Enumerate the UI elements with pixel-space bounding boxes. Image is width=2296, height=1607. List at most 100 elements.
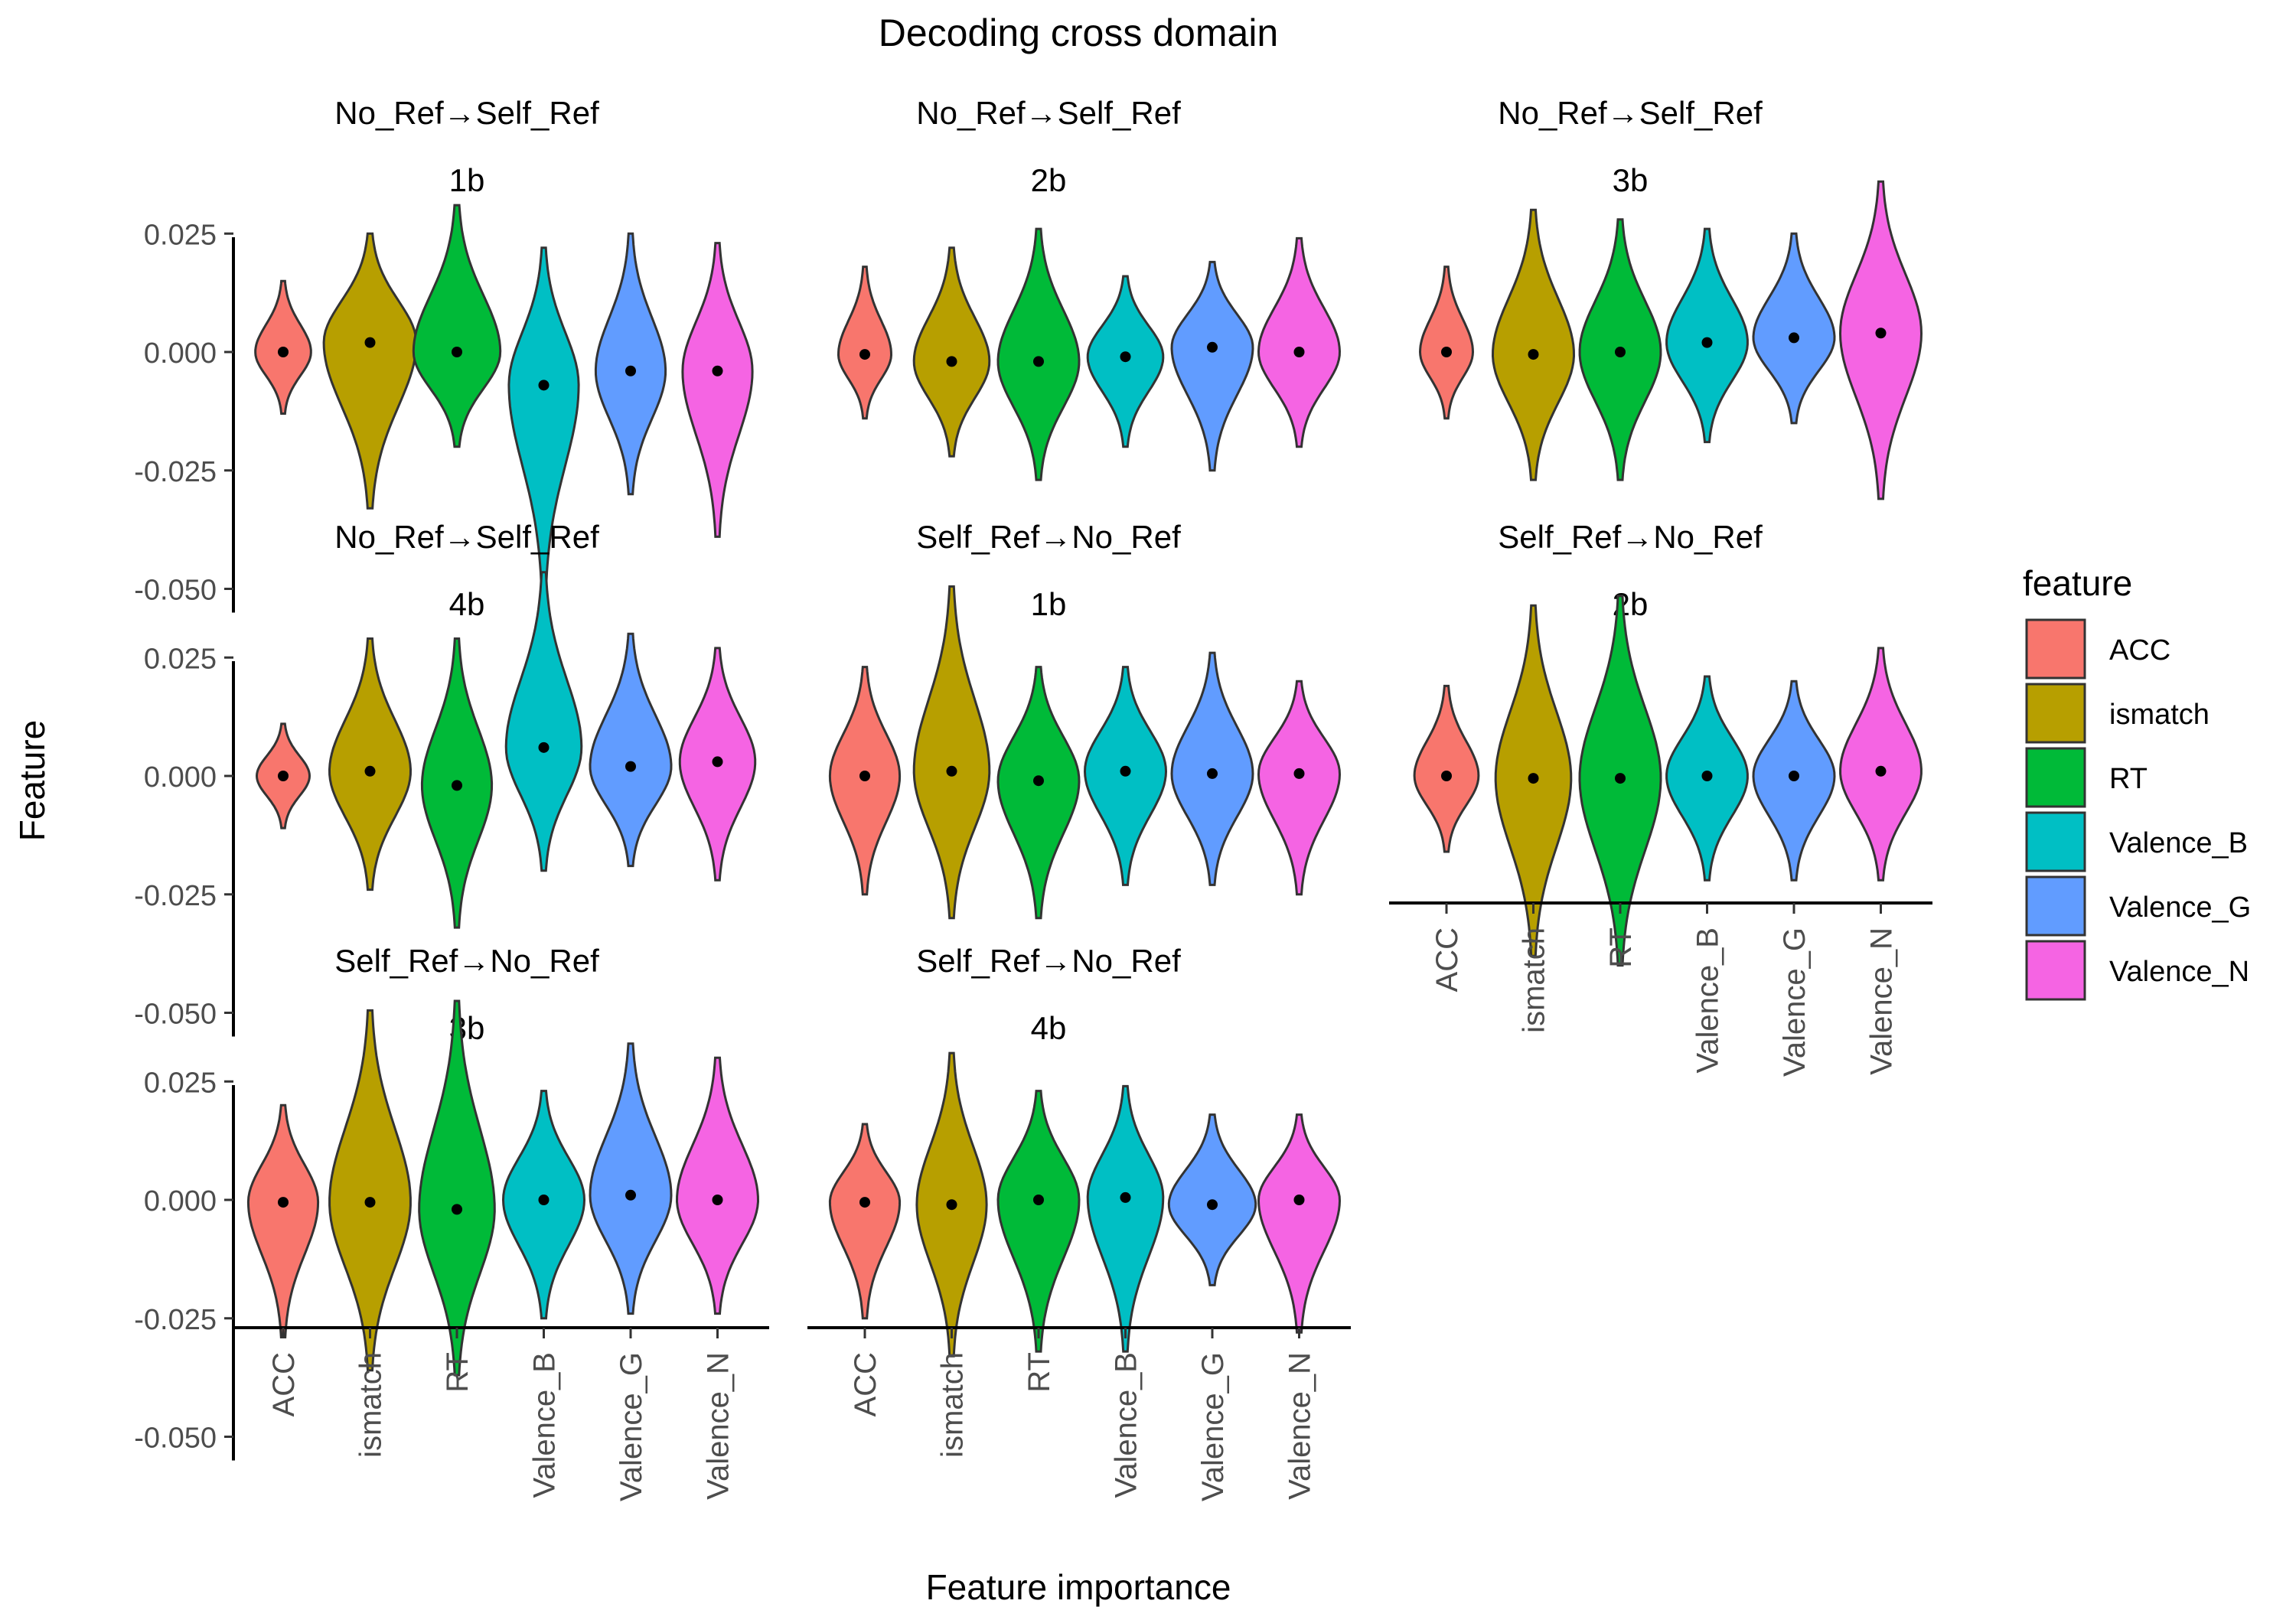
chart-title: Decoding cross domain <box>879 11 1279 54</box>
mean-point-ACC <box>859 771 870 781</box>
x-tick-label: Valence_G <box>615 1352 648 1501</box>
x-tick-label: ismatch <box>936 1352 970 1458</box>
mean-point-RT <box>1615 773 1626 784</box>
mean-point-Valence_B <box>538 1195 550 1205</box>
legend-key-RT <box>2025 747 2086 808</box>
y-tick-label: -0.050 <box>134 575 217 607</box>
violin-Valence_B <box>1086 1084 1165 1353</box>
mean-point-Valence_B <box>1120 765 1131 777</box>
panel-7: Self_Ref→No_Ref3b-0.050-0.0250.0000.025A… <box>134 943 769 1501</box>
violin-Valence_N <box>1839 647 1923 882</box>
mean-point-ismatch <box>946 1199 957 1211</box>
x-tick-label: ACC <box>267 1352 301 1416</box>
legend-key-Valence_G <box>2025 875 2086 937</box>
mean-point-Valence_G <box>1789 771 1799 781</box>
legend-label-ismatch: ismatch <box>2109 699 2210 731</box>
y-tick-label: 0.000 <box>144 761 217 794</box>
mean-point-ismatch <box>946 356 957 367</box>
violin-Valence_G <box>1752 232 1836 425</box>
legend-label-Valence_B: Valence_B <box>2109 827 2248 859</box>
y-tick-label: -0.050 <box>134 1423 217 1455</box>
x-axis-title: Feature importance <box>926 1567 1231 1607</box>
x-tick-label: ACC <box>1430 927 1464 992</box>
mean-point-ismatch <box>1528 349 1539 360</box>
violin-ACC <box>246 1103 320 1338</box>
mean-point-Valence_N <box>1875 328 1887 339</box>
strip-label-level: 1b <box>449 162 485 198</box>
violin-RT <box>996 1090 1081 1353</box>
violin-Valence_N <box>1257 1113 1342 1334</box>
mean-point-RT <box>1033 775 1044 787</box>
mean-point-Valence_B <box>538 742 550 753</box>
legend-title: feature <box>2023 563 2132 603</box>
strip-label-direction: Self_Ref→No_Ref <box>334 943 599 979</box>
strip-label-direction: No_Ref→Self_Ref <box>1498 95 1763 131</box>
mean-point-Valence_G <box>1207 341 1218 353</box>
violin-ACC <box>1413 684 1480 853</box>
violin-ismatch <box>328 637 413 892</box>
x-tick-label: Valence_B <box>1691 927 1725 1074</box>
x-tick-label: Valence_B <box>528 1352 562 1498</box>
mean-point-Valence_G <box>625 365 636 376</box>
legend-items: ACC ismatch RT Valence_B Valence_G Valence_N <box>2025 618 2251 1001</box>
y-axis-title: Feature <box>12 720 52 842</box>
legend-label-Valence_G: Valence_G <box>2109 892 2251 924</box>
violin-Valence_G <box>589 1042 673 1315</box>
strip-label-level: 1b <box>1031 586 1067 622</box>
x-tick-label: Valence_G <box>1196 1352 1230 1501</box>
mean-point-Valence_G <box>625 1189 636 1201</box>
violin-ismatch <box>912 585 991 920</box>
panel-8: Self_Ref→No_Ref 4b ACC ismatch RT Valence_B Va… <box>807 943 1351 1501</box>
violin-Valence_B <box>504 571 583 872</box>
violin-ACC <box>1418 266 1475 420</box>
mean-point-ismatch <box>364 337 376 348</box>
legend-label-RT: RT <box>2109 763 2148 795</box>
y-tick-label: 0.025 <box>144 1067 217 1099</box>
panel-3: No_Ref→Self_Ref 3b <box>1418 95 1923 500</box>
violin-ACC <box>828 1123 902 1320</box>
mean-point-Valence_B <box>538 380 550 391</box>
x-tick-label: Valence_B <box>1110 1352 1143 1498</box>
panel-5: Self_Ref→No_Ref 1b <box>828 519 1342 920</box>
x-tick-label: RT <box>1022 1352 1056 1393</box>
y-tick-label: 0.000 <box>144 337 217 370</box>
mean-point-Valence_N <box>712 756 723 768</box>
legend-key-Valence_N <box>2025 940 2086 1001</box>
facet-panels: No_Ref→Self_Ref1b-0.050-0.0250.0000.025N… <box>134 95 1932 1501</box>
violin-ismatch <box>328 1009 412 1372</box>
legend-key-ismatch <box>2025 683 2086 744</box>
mean-point-ismatch <box>364 1197 376 1208</box>
mean-point-RT <box>452 780 462 791</box>
x-tick-label: RT <box>1604 927 1638 968</box>
violin-RT <box>996 227 1081 481</box>
strip-label-level: 3b <box>1613 162 1649 198</box>
violin-Valence_G <box>589 632 673 868</box>
mean-point-Valence_G <box>1207 1199 1218 1211</box>
strip-label-level: 4b <box>1031 1010 1067 1046</box>
mean-point-Valence_N <box>1293 347 1305 357</box>
mean-point-Valence_N <box>1293 1195 1305 1205</box>
strip-label-direction: No_Ref→Self_Ref <box>916 95 1181 131</box>
legend-label-Valence_N: Valence_N <box>2109 956 2249 988</box>
mean-point-RT <box>452 1204 462 1215</box>
y-tick-label: 0.000 <box>144 1185 217 1217</box>
violin-Valence_N <box>1257 236 1342 448</box>
legend-label-ACC: ACC <box>2109 634 2170 667</box>
mean-point-Valence_G <box>1207 768 1218 779</box>
y-tick-label: 0.025 <box>144 643 217 675</box>
mean-point-ACC <box>859 1197 870 1208</box>
strip-label-direction: No_Ref→Self_Ref <box>334 519 599 555</box>
panel-4: No_Ref→Self_Ref 4b -0.050 -0.025 0.000 0.025 <box>134 519 757 1037</box>
violin-Valence_G <box>594 232 667 496</box>
violin-Valence_N <box>675 1056 760 1315</box>
mean-point-RT <box>452 347 462 357</box>
violin-ismatch <box>912 246 991 458</box>
y-tick-label: 0.025 <box>144 219 217 251</box>
mean-point-Valence_B <box>1701 771 1713 781</box>
mean-point-Valence_B <box>1120 1191 1131 1203</box>
mean-point-ACC <box>1441 771 1452 781</box>
strip-label-direction: Self_Ref→No_Ref <box>916 519 1181 555</box>
x-tick-label: Valence_N <box>702 1352 735 1500</box>
x-tick-label: ismatch <box>354 1352 388 1458</box>
